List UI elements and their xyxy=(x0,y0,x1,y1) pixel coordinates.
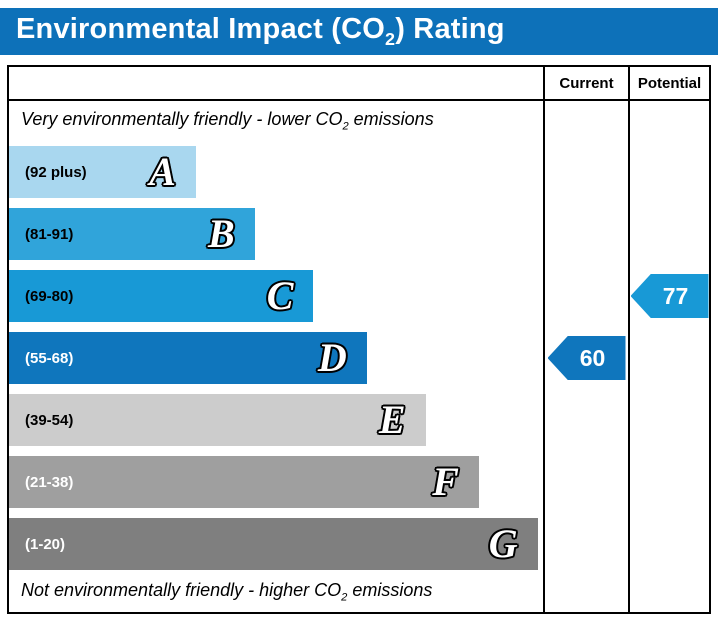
band-bar-d: (55-68) D xyxy=(9,332,367,384)
band-row-b: (81-91) B xyxy=(9,203,543,265)
band-row-d: (55-68) D xyxy=(9,327,543,389)
band-range-label: (55-68) xyxy=(25,349,74,367)
band-range-label: (39-54) xyxy=(25,411,74,429)
band-range-label: (1-20) xyxy=(25,535,66,553)
band-row-a: (92 plus) A xyxy=(9,141,543,203)
band-letter: C xyxy=(266,273,294,318)
band-bar-a: (92 plus) A xyxy=(9,146,196,198)
band-row-c: (69-80) C xyxy=(9,265,543,327)
bottom-caption: Not environmentally friendly - higher CO… xyxy=(9,575,543,608)
page-title: Environmental Impact (CO2) Rating xyxy=(0,8,718,55)
bands-area: Very environmentally friendly - lower CO… xyxy=(9,101,543,612)
page-title-text: Environmental Impact (CO2) Rating xyxy=(16,13,505,49)
bottom-caption-text: Not environmentally friendly - higher CO… xyxy=(21,579,433,604)
band-bar-b: (81-91) B xyxy=(9,208,255,260)
current-column-body: 60 xyxy=(543,101,628,612)
band-range-label: (92 plus) xyxy=(25,163,87,181)
potential-rating-arrow: 77 xyxy=(630,274,709,318)
band-range-label: (69-80) xyxy=(25,287,74,305)
top-caption-text: Very environmentally friendly - lower CO… xyxy=(21,109,434,133)
band-letter: A xyxy=(149,149,176,194)
potential-column-body: 77 xyxy=(628,101,709,612)
main-header-cell xyxy=(9,67,543,101)
rating-table: Current Potential Very environmentally f… xyxy=(7,65,711,614)
potential-column-header: Potential xyxy=(628,67,709,101)
band-bar-f: (21-38) F xyxy=(9,456,479,508)
co2-subscript: 2 xyxy=(342,120,349,133)
band-letter: B xyxy=(207,211,235,256)
band-bar-e: (39-54) E xyxy=(9,394,426,446)
band-bar-c: (69-80) C xyxy=(9,270,314,322)
co2-subscript: 2 xyxy=(384,28,396,49)
co2-subscript: 2 xyxy=(341,591,348,604)
band-letter: G xyxy=(488,521,518,566)
current-column-header: Current xyxy=(543,67,628,101)
band-letter: D xyxy=(317,335,347,380)
band-range-label: (21-38) xyxy=(25,473,74,491)
band-rows: (92 plus) A (81-91) B (69-80) C (55-68) D (39-54… xyxy=(9,141,543,575)
band-row-f: (21-38) F xyxy=(9,451,543,513)
band-row-e: (39-54) E xyxy=(9,389,543,451)
top-caption: Very environmentally friendly - lower CO… xyxy=(9,101,543,141)
band-bar-g: (1-20) G xyxy=(9,518,538,570)
band-letter: F xyxy=(432,459,459,504)
current-rating-arrow: 60 xyxy=(547,336,626,380)
band-letter: E xyxy=(378,397,406,442)
band-row-g: (1-20) G xyxy=(9,513,543,575)
band-range-label: (81-91) xyxy=(25,225,74,243)
